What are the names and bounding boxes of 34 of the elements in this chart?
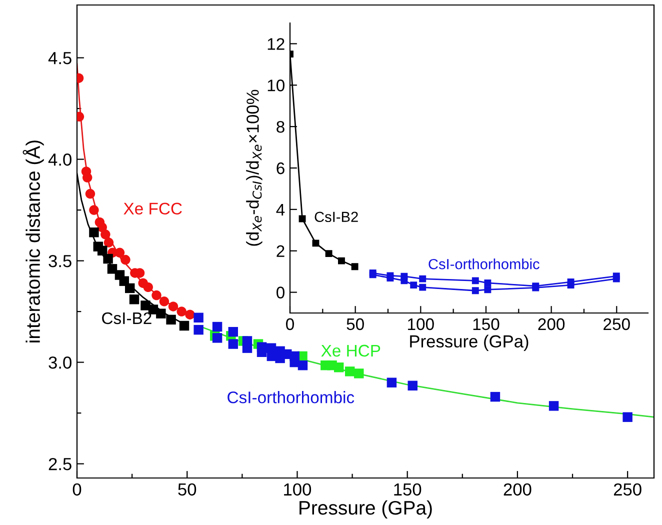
y-axis-title: interatomic distance (Å): [22, 140, 44, 342]
y-tick-label: 0: [276, 286, 284, 298]
x-axis-title: Pressure (GPa): [410, 334, 528, 351]
y-tick-label: 2.5: [48, 458, 72, 470]
x-tick-label: 0: [286, 318, 294, 330]
x-tick-label: 250: [614, 483, 642, 496]
y-tick-label: 4: [276, 204, 285, 216]
y-axis-title: (d$_{Xe}$-d$_{CsI}$)/d$_{Xe}$×100%: [246, 90, 262, 246]
series-label: CsI-orthorhombic: [228, 391, 354, 404]
x-tick-label: 150: [473, 318, 500, 330]
x-tick-label: 200: [538, 318, 565, 330]
y-tick-label: 12: [268, 38, 284, 50]
x-tick-label: 150: [394, 483, 422, 496]
y-tick-label: 6: [276, 162, 284, 174]
x-tick-label: 0: [72, 483, 82, 496]
x-tick-label: 50: [346, 318, 364, 330]
x-tick-label: 250: [604, 318, 630, 330]
series-label: CsI-B2: [314, 212, 358, 222]
y-tick-label: 3.5: [48, 254, 72, 268]
x-tick-label: 100: [284, 483, 312, 496]
y-tick-label: 8: [276, 120, 284, 133]
series-label: CsI-orthorhombic: [428, 258, 540, 270]
x-tick-label: 200: [504, 483, 532, 496]
x-tick-label: 50: [178, 483, 196, 496]
y-tick-label: 10: [268, 80, 284, 92]
y-tick-label: 4.0: [48, 153, 72, 166]
y-tick-label: 2: [276, 245, 284, 257]
series-label: Xe FCC: [124, 202, 182, 215]
series-label: CsI-B2: [102, 312, 152, 324]
y-tick-label: 4.5: [48, 52, 72, 64]
series-label: Xe HCP: [321, 344, 380, 357]
y-tick-label: 3.0: [48, 356, 72, 369]
x-axis-title: Pressure (GPa): [300, 500, 432, 519]
x-tick-label: 100: [408, 318, 434, 330]
